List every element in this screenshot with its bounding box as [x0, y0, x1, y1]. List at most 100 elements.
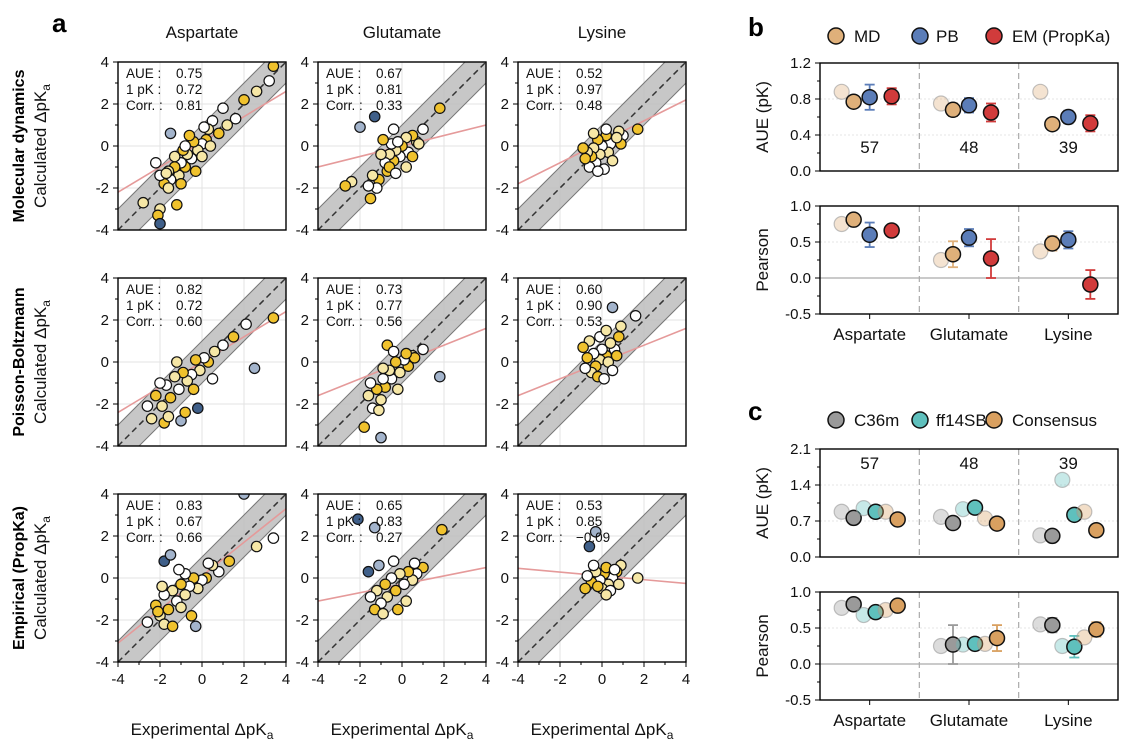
data-point	[373, 404, 385, 417]
data-point	[417, 123, 429, 135]
data-point	[406, 150, 419, 163]
y-tick-label: 1.0	[790, 584, 811, 601]
data-point	[377, 133, 389, 146]
data-point	[217, 339, 229, 351]
y-tick-label: 0.4	[790, 127, 811, 144]
data-point	[400, 347, 412, 360]
subplot-1-2	[518, 278, 686, 446]
data-point	[982, 104, 1000, 121]
data-point	[162, 182, 175, 194]
data-point	[354, 121, 366, 133]
stat-label: AUE :	[526, 282, 561, 297]
legend-label: ff14SB	[936, 411, 987, 430]
data-point	[867, 603, 884, 621]
data-point	[223, 555, 236, 567]
data-point	[160, 167, 173, 180]
column-title-aspartate: Aspartate	[166, 23, 239, 42]
data-point	[179, 406, 191, 419]
data-point	[368, 110, 381, 123]
data-point	[192, 402, 204, 414]
data-point	[944, 101, 962, 119]
data-point	[400, 161, 412, 173]
data-point	[581, 570, 594, 582]
y-tick-label: 2	[101, 96, 109, 113]
y-tick-label: 2	[301, 312, 309, 329]
data-point	[250, 85, 263, 98]
y-tick-label: -2	[496, 612, 509, 629]
data-point	[577, 142, 589, 154]
y-tick-label: -4	[296, 654, 309, 671]
y-tick-label: -0.5	[785, 306, 811, 323]
data-point	[606, 364, 619, 377]
subplot-1-0	[118, 278, 286, 446]
stat-value: 0.82	[176, 282, 202, 297]
y-tick-label: 1.2	[790, 55, 811, 72]
x-axis-label: Experimental ΔpKa	[131, 720, 274, 741]
data-point	[587, 559, 600, 572]
y-axis-label: Pearson	[753, 614, 772, 677]
faded-point	[1076, 503, 1093, 520]
band-edge	[318, 494, 466, 642]
stat-value: 0.56	[376, 314, 402, 329]
y-axis-label: Calculated ΔpKa	[31, 84, 53, 208]
stat-value: 0.75	[176, 66, 202, 81]
data-point	[591, 580, 604, 593]
legend-marker	[827, 411, 845, 429]
data-point	[1088, 522, 1105, 539]
y-tick-label: 4	[501, 270, 509, 287]
data-point	[944, 245, 962, 263]
row-title: Molecular dynamics	[11, 69, 28, 222]
data-point	[364, 591, 377, 603]
stat-label: Corr. :	[526, 314, 563, 329]
y-tick-label: -2	[296, 180, 309, 197]
data-point	[362, 389, 375, 402]
data-point	[364, 192, 377, 205]
y-tick-label: -4	[496, 222, 509, 239]
data-point	[433, 102, 446, 114]
legend-label: EM (PropKa)	[1012, 27, 1110, 46]
band-edge	[338, 298, 486, 446]
stat-value: 0.73	[376, 282, 402, 297]
y-tick-label: -4	[96, 222, 109, 239]
data-point	[610, 349, 623, 362]
data-point	[389, 584, 402, 597]
stat-label: 1 pK :	[126, 298, 161, 313]
y-tick-label: -2	[96, 612, 109, 629]
data-point	[189, 354, 202, 366]
stat-label: AUE :	[126, 282, 161, 297]
stat-label: AUE :	[326, 66, 361, 81]
data-point	[845, 93, 862, 110]
panel-a-label: a	[52, 8, 67, 38]
x-axis-label: Experimental ΔpKa	[531, 720, 674, 741]
y-tick-label: 1.0	[790, 198, 811, 215]
y-tick-label: 0	[101, 354, 109, 371]
data-point	[150, 157, 162, 169]
stat-label: AUE :	[326, 498, 361, 513]
y-tick-label: -2	[296, 612, 309, 629]
data-point	[387, 555, 400, 567]
data-point	[391, 603, 404, 616]
stat-value: 0.83	[376, 514, 402, 529]
data-point	[229, 112, 242, 125]
x-tick-label: 4	[282, 671, 290, 688]
data-point	[629, 309, 642, 322]
data-point	[400, 595, 412, 607]
data-point	[604, 337, 617, 349]
count-label: 48	[960, 454, 979, 473]
data-point	[379, 578, 391, 591]
x-tick-label: 2	[640, 671, 648, 688]
band-edge	[518, 62, 666, 210]
data-point	[966, 499, 984, 516]
data-point	[150, 389, 162, 402]
y-tick-label: -2	[96, 396, 109, 413]
y-tick-label: -4	[96, 438, 109, 455]
y-tick-label: 0	[501, 354, 509, 371]
stat-label: 1 pK :	[526, 298, 561, 313]
data-point	[598, 372, 610, 385]
column-title-glutamate: Glutamate	[363, 23, 441, 42]
data-point	[389, 167, 402, 180]
data-point	[198, 121, 210, 133]
data-point	[179, 140, 191, 152]
y-tick-label: 4	[501, 486, 509, 503]
data-point	[238, 494, 250, 500]
